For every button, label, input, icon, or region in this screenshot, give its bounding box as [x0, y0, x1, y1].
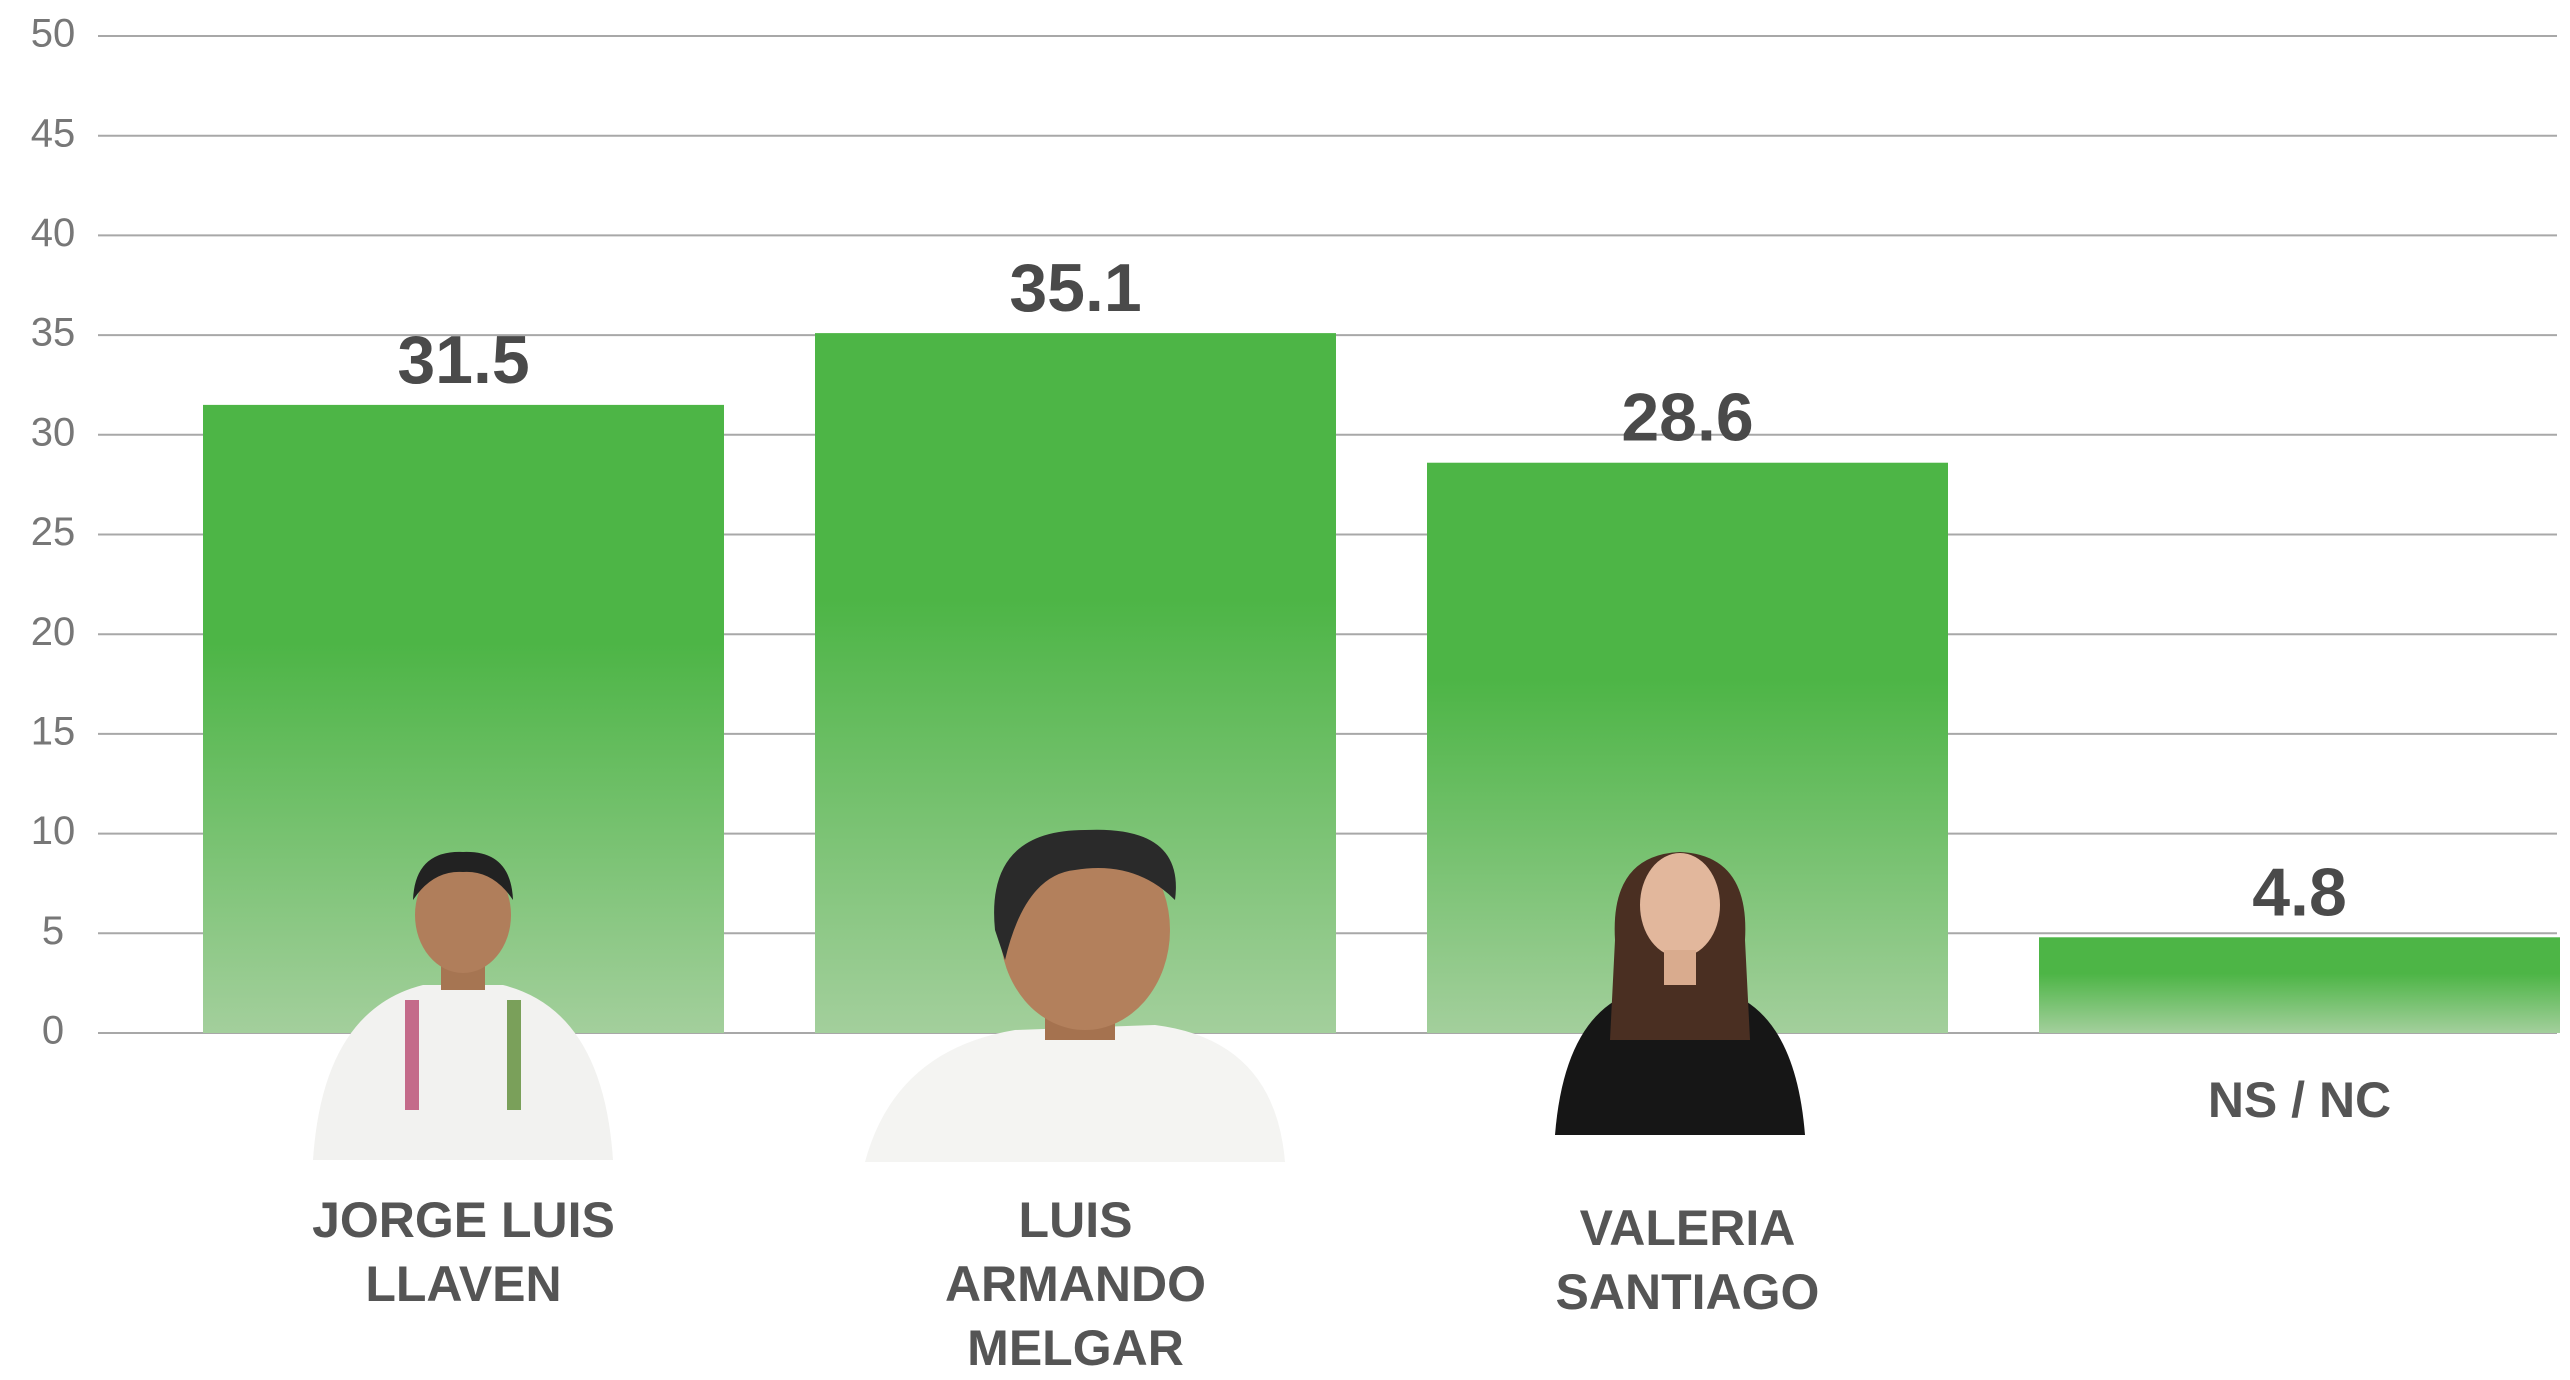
y-tick-label: 0 [42, 1009, 64, 1053]
candidate-photo [1555, 852, 1805, 1135]
x-tick-label: JORGE LUIS LLAVEN [312, 1192, 615, 1312]
y-tick-label: 15 [31, 709, 76, 753]
x-tick-label: LUIS ARMANDO MELGAR [944, 1192, 1207, 1376]
value-label: 35.1 [1009, 250, 1141, 326]
y-tick-label: 45 [31, 111, 76, 155]
photos [313, 829, 1805, 1162]
y-tick-label: 20 [31, 610, 76, 654]
y-tick-label: 35 [31, 311, 76, 355]
candidate-photo [313, 851, 613, 1160]
y-tick-label: 25 [31, 510, 76, 554]
value-label: 28.6 [1621, 380, 1753, 456]
y-tick-label: 50 [31, 12, 76, 56]
y-tick-label: 40 [31, 211, 76, 255]
value-label: 31.5 [397, 322, 529, 398]
y-tick-label: 10 [31, 809, 76, 853]
y-tick-label: 5 [42, 909, 64, 953]
value-label: 4.8 [2252, 854, 2347, 930]
bar [2039, 937, 2560, 1033]
x-tick-label: NS / NC [2207, 1072, 2392, 1128]
y-tick-label: 30 [31, 410, 76, 454]
bars [203, 333, 2560, 1034]
candidate-photo [865, 829, 1285, 1162]
value-labels: 31.5 35.1 28.6 4.8 [397, 250, 2346, 930]
x-tick-label: VALERIA SANTIAGO [1555, 1200, 1820, 1320]
